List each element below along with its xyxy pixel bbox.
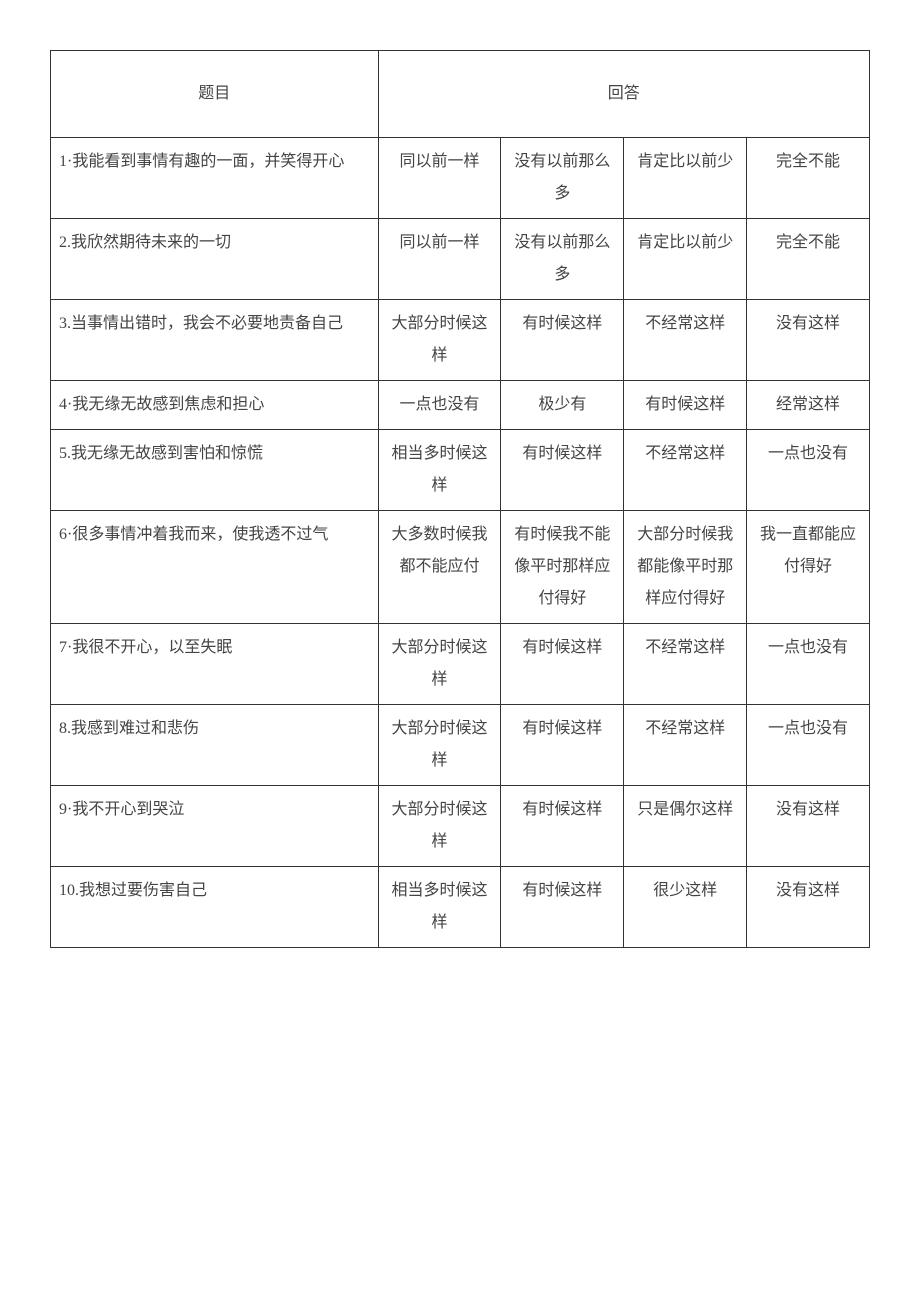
table-header-row: 题目 回答 bbox=[51, 51, 870, 138]
table-row: 3.当事情出错时，我会不必要地责备自己大部分时候这样有时候这样不经常这样没有这样 bbox=[51, 300, 870, 381]
answer-cell: 极少有 bbox=[501, 381, 624, 430]
answer-cell: 肯定比以前少 bbox=[624, 138, 747, 219]
table-row: 4·我无缘无故感到焦虑和担心一点也没有极少有有时候这样经常这样 bbox=[51, 381, 870, 430]
answer-cell: 有时候这样 bbox=[501, 786, 624, 867]
header-answer: 回答 bbox=[378, 51, 869, 138]
answer-cell: 一点也没有 bbox=[747, 705, 870, 786]
table-row: 5.我无缘无故感到害怕和惊慌相当多时候这样有时候这样不经常这样一点也没有 bbox=[51, 430, 870, 511]
table-row: 2.我欣然期待未来的一切同以前一样没有以前那么多肯定比以前少完全不能 bbox=[51, 219, 870, 300]
answer-cell: 没有以前那么多 bbox=[501, 138, 624, 219]
question-cell: 7·我很不开心，以至失眠 bbox=[51, 624, 379, 705]
question-cell: 8.我感到难过和悲伤 bbox=[51, 705, 379, 786]
answer-cell: 很少这样 bbox=[624, 867, 747, 948]
answer-cell: 经常这样 bbox=[747, 381, 870, 430]
answer-cell: 不经常这样 bbox=[624, 624, 747, 705]
answer-cell: 大多数时候我都不能应付 bbox=[378, 511, 501, 624]
answer-cell: 有时候这样 bbox=[501, 430, 624, 511]
table-row: 10.我想过要伤害自己相当多时候这样有时候这样很少这样没有这样 bbox=[51, 867, 870, 948]
answer-cell: 没有这样 bbox=[747, 867, 870, 948]
question-cell: 5.我无缘无故感到害怕和惊慌 bbox=[51, 430, 379, 511]
header-question: 题目 bbox=[51, 51, 379, 138]
answer-cell: 只是偶尔这样 bbox=[624, 786, 747, 867]
answer-cell: 不经常这样 bbox=[624, 300, 747, 381]
answer-cell: 大部分时候这样 bbox=[378, 705, 501, 786]
answer-cell: 大部分时候我都能像平时那样应付得好 bbox=[624, 511, 747, 624]
table-row: 1·我能看到事情有趣的一面，并笑得开心同以前一样没有以前那么多肯定比以前少完全不… bbox=[51, 138, 870, 219]
answer-cell: 有时候这样 bbox=[624, 381, 747, 430]
answer-cell: 有时候这样 bbox=[501, 624, 624, 705]
answer-cell: 我一直都能应付得好 bbox=[747, 511, 870, 624]
answer-cell: 大部分时候这样 bbox=[378, 624, 501, 705]
table-row: 6·很多事情冲着我而来，使我透不过气大多数时候我都不能应付有时候我不能像平时那样… bbox=[51, 511, 870, 624]
answer-cell: 肯定比以前少 bbox=[624, 219, 747, 300]
answer-cell: 一点也没有 bbox=[378, 381, 501, 430]
answer-cell: 有时候这样 bbox=[501, 867, 624, 948]
answer-cell: 有时候我不能像平时那样应付得好 bbox=[501, 511, 624, 624]
question-cell: 2.我欣然期待未来的一切 bbox=[51, 219, 379, 300]
question-cell: 3.当事情出错时，我会不必要地责备自己 bbox=[51, 300, 379, 381]
answer-cell: 相当多时候这样 bbox=[378, 867, 501, 948]
answer-cell: 一点也没有 bbox=[747, 624, 870, 705]
questionnaire-table: 题目 回答 1·我能看到事情有趣的一面，并笑得开心同以前一样没有以前那么多肯定比… bbox=[50, 50, 870, 948]
answer-cell: 没有这样 bbox=[747, 786, 870, 867]
answer-cell: 没有以前那么多 bbox=[501, 219, 624, 300]
answer-cell: 有时候这样 bbox=[501, 705, 624, 786]
answer-cell: 一点也没有 bbox=[747, 430, 870, 511]
answer-cell: 有时候这样 bbox=[501, 300, 624, 381]
answer-cell: 相当多时候这样 bbox=[378, 430, 501, 511]
answer-cell: 没有这样 bbox=[747, 300, 870, 381]
question-cell: 10.我想过要伤害自己 bbox=[51, 867, 379, 948]
answer-cell: 不经常这样 bbox=[624, 705, 747, 786]
answer-cell: 完全不能 bbox=[747, 138, 870, 219]
question-cell: 9·我不开心到哭泣 bbox=[51, 786, 379, 867]
table-row: 9·我不开心到哭泣大部分时候这样有时候这样只是偶尔这样没有这样 bbox=[51, 786, 870, 867]
answer-cell: 同以前一样 bbox=[378, 219, 501, 300]
answer-cell: 不经常这样 bbox=[624, 430, 747, 511]
answer-cell: 同以前一样 bbox=[378, 138, 501, 219]
question-cell: 1·我能看到事情有趣的一面，并笑得开心 bbox=[51, 138, 379, 219]
question-cell: 6·很多事情冲着我而来，使我透不过气 bbox=[51, 511, 379, 624]
question-cell: 4·我无缘无故感到焦虑和担心 bbox=[51, 381, 379, 430]
table-row: 8.我感到难过和悲伤大部分时候这样有时候这样不经常这样一点也没有 bbox=[51, 705, 870, 786]
answer-cell: 大部分时候这样 bbox=[378, 786, 501, 867]
table-row: 7·我很不开心，以至失眠大部分时候这样有时候这样不经常这样一点也没有 bbox=[51, 624, 870, 705]
answer-cell: 完全不能 bbox=[747, 219, 870, 300]
answer-cell: 大部分时候这样 bbox=[378, 300, 501, 381]
